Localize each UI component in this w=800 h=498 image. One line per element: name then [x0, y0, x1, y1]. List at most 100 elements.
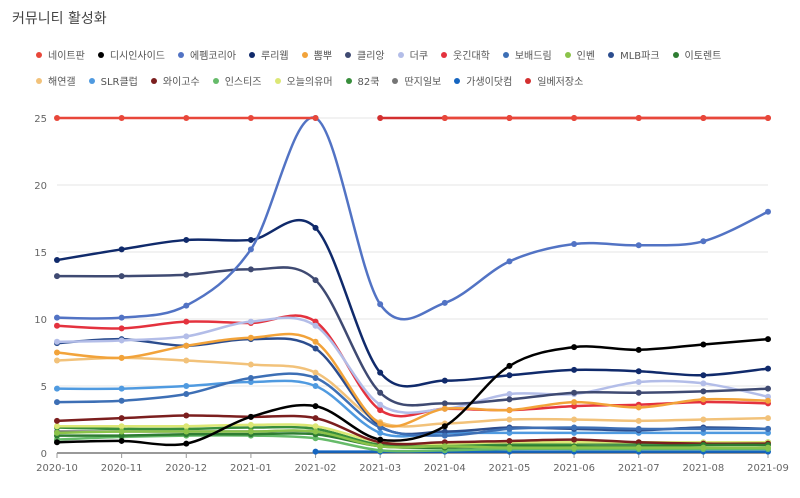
data-point[interactable] — [506, 362, 513, 369]
data-point[interactable] — [54, 322, 60, 329]
data-point[interactable] — [118, 423, 125, 430]
data-point[interactable] — [118, 415, 125, 422]
legend-item[interactable]: 루리웹 — [249, 44, 289, 70]
data-point[interactable] — [635, 417, 642, 424]
data-point[interactable] — [183, 333, 190, 340]
data-point[interactable] — [506, 425, 513, 432]
legend-item[interactable]: 에펨코리아 — [178, 44, 236, 70]
legend-item[interactable]: 클리앙 — [345, 44, 385, 70]
data-point[interactable] — [247, 428, 254, 435]
data-point[interactable] — [247, 334, 254, 341]
data-point[interactable] — [54, 439, 60, 446]
data-point[interactable] — [54, 385, 60, 392]
data-point[interactable] — [118, 115, 125, 121]
data-point[interactable] — [700, 341, 707, 348]
data-point[interactable] — [571, 399, 578, 406]
data-point[interactable] — [635, 368, 642, 375]
legend-item[interactable]: 오늘의유머 — [274, 70, 333, 96]
data-point[interactable] — [183, 318, 190, 325]
data-point[interactable] — [247, 115, 254, 121]
data-point[interactable] — [183, 236, 190, 243]
data-point[interactable] — [118, 314, 125, 321]
data-point[interactable] — [571, 389, 578, 396]
legend-item[interactable]: 82쿡 — [345, 70, 379, 96]
data-point[interactable] — [506, 396, 513, 403]
data-point[interactable] — [506, 437, 513, 444]
legend-item[interactable]: 웃긴대학 — [441, 44, 490, 70]
legend-item[interactable]: 가생이닷컴 — [454, 70, 512, 96]
data-point[interactable] — [312, 423, 319, 430]
data-point[interactable] — [118, 385, 125, 392]
data-point[interactable] — [118, 325, 125, 332]
legend-item[interactable]: 인벤 — [564, 44, 595, 70]
data-point[interactable] — [54, 349, 60, 356]
data-point[interactable] — [441, 115, 448, 121]
data-point[interactable] — [312, 383, 319, 389]
data-point[interactable] — [571, 366, 578, 373]
data-point[interactable] — [700, 416, 707, 423]
data-point[interactable] — [506, 258, 513, 265]
data-point[interactable] — [118, 354, 125, 361]
legend-item[interactable]: MLB파크 — [608, 44, 660, 70]
data-point[interactable] — [183, 423, 190, 430]
data-point[interactable] — [312, 277, 319, 284]
data-point[interactable] — [700, 372, 707, 379]
data-point[interactable] — [635, 378, 642, 385]
data-point[interactable] — [54, 423, 60, 430]
data-point[interactable] — [247, 266, 254, 273]
data-point[interactable] — [571, 115, 578, 121]
data-point[interactable] — [765, 397, 771, 404]
legend-item[interactable]: 더쿠 — [397, 44, 428, 70]
data-point[interactable] — [441, 432, 448, 439]
data-point[interactable] — [765, 385, 771, 392]
data-point[interactable] — [312, 448, 319, 455]
data-point[interactable] — [700, 238, 707, 245]
data-point[interactable] — [312, 415, 319, 422]
data-point[interactable] — [312, 224, 319, 231]
data-point[interactable] — [312, 322, 319, 329]
data-point[interactable] — [247, 413, 254, 420]
data-point[interactable] — [571, 424, 578, 431]
data-point[interactable] — [635, 444, 642, 451]
data-point[interactable] — [183, 428, 190, 435]
data-point[interactable] — [377, 401, 384, 408]
data-point[interactable] — [118, 337, 125, 344]
data-point[interactable] — [700, 388, 707, 395]
data-point[interactable] — [54, 273, 60, 280]
data-point[interactable] — [54, 314, 60, 321]
data-point[interactable] — [700, 444, 707, 451]
data-point[interactable] — [635, 242, 642, 249]
data-point[interactable] — [54, 115, 60, 121]
data-point[interactable] — [312, 374, 319, 381]
data-point[interactable] — [183, 412, 190, 419]
data-point[interactable] — [54, 399, 60, 406]
data-point[interactable] — [765, 425, 771, 432]
data-point[interactable] — [377, 115, 384, 121]
data-point[interactable] — [54, 357, 60, 364]
data-point[interactable] — [247, 421, 254, 428]
data-point[interactable] — [377, 429, 384, 436]
data-point[interactable] — [118, 273, 125, 280]
data-point[interactable] — [635, 425, 642, 432]
legend-item[interactable]: SLR클럽 — [88, 70, 138, 96]
data-point[interactable] — [700, 425, 707, 432]
data-point[interactable] — [183, 302, 190, 309]
legend-item[interactable]: 일베저장소 — [525, 70, 583, 96]
data-point[interactable] — [441, 443, 448, 450]
data-point[interactable] — [312, 403, 319, 410]
data-point[interactable] — [247, 361, 254, 368]
data-point[interactable] — [183, 440, 190, 447]
data-point[interactable] — [312, 428, 319, 435]
data-point[interactable] — [700, 380, 707, 387]
data-point[interactable] — [635, 389, 642, 396]
data-point[interactable] — [635, 404, 642, 411]
data-point[interactable] — [765, 336, 771, 343]
data-point[interactable] — [765, 208, 771, 215]
data-point[interactable] — [441, 400, 448, 407]
data-point[interactable] — [312, 115, 319, 121]
data-point[interactable] — [312, 338, 319, 345]
data-point[interactable] — [765, 415, 771, 422]
data-point[interactable] — [506, 115, 513, 121]
data-point[interactable] — [571, 240, 578, 247]
data-point[interactable] — [54, 417, 60, 424]
